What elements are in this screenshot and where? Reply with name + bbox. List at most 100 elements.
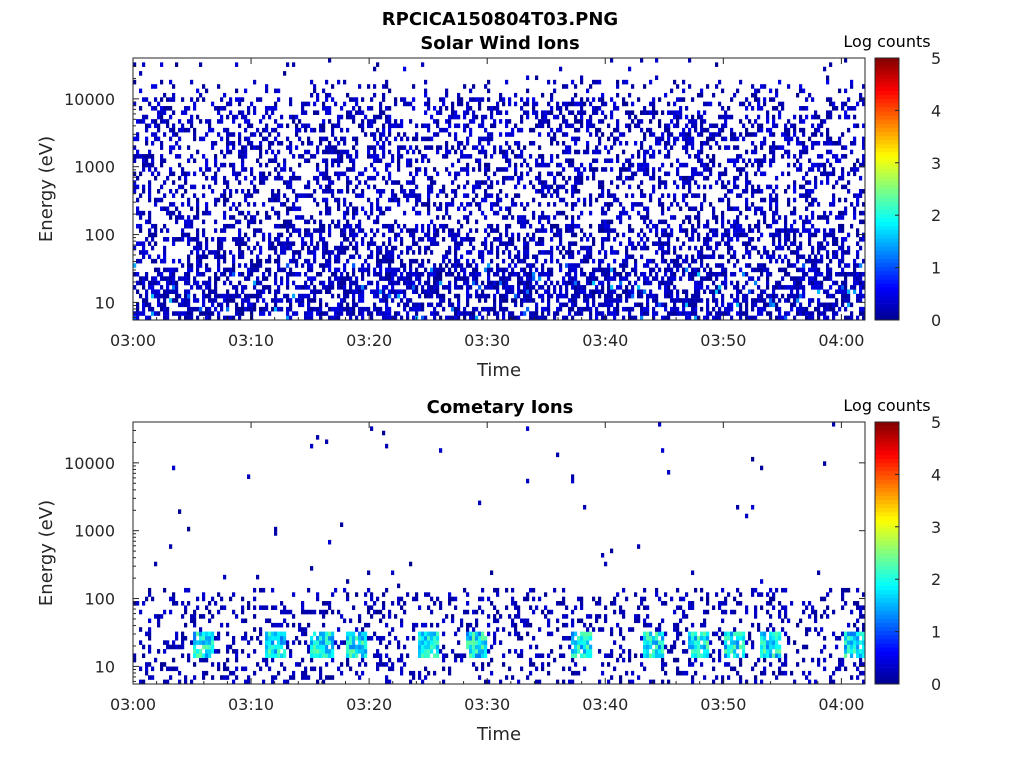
heatmap-cell <box>787 285 791 290</box>
heatmap-cell <box>676 202 680 207</box>
heatmap-cell <box>781 228 785 233</box>
heatmap-cell <box>610 250 614 255</box>
heatmap-cell <box>511 258 515 264</box>
heatmap-cell <box>541 298 545 303</box>
heatmap-cell <box>148 197 152 203</box>
heatmap-cell <box>244 276 248 281</box>
heatmap-cell <box>415 210 419 216</box>
heatmap-cell <box>790 250 794 255</box>
heatmap-cell <box>139 88 143 94</box>
heatmap-cell <box>565 250 569 255</box>
heatmap-cell <box>550 92 554 98</box>
heatmap-cell <box>505 167 509 172</box>
heatmap-cell <box>280 123 284 129</box>
heatmap-cell <box>586 306 590 312</box>
heatmap-cell <box>754 92 758 98</box>
heatmap-cell <box>487 162 491 168</box>
heatmap-cell <box>634 271 638 277</box>
heatmap-cell <box>796 280 800 286</box>
heatmap-cell <box>223 293 227 299</box>
heatmap-cell <box>787 293 791 299</box>
heatmap-cell <box>199 271 203 277</box>
heatmap-cell <box>367 215 371 220</box>
heatmap-cell <box>814 276 818 281</box>
heatmap-cell <box>667 267 671 273</box>
heatmap-cell <box>391 280 395 286</box>
heatmap-cell <box>799 140 803 146</box>
heatmap-cell <box>607 285 611 290</box>
heatmap-cell <box>316 97 320 102</box>
heatmap-cell <box>658 149 662 155</box>
heatmap-cell <box>697 215 701 220</box>
heatmap-cell <box>745 202 749 207</box>
heatmap-cell <box>247 140 251 146</box>
heatmap-cell <box>427 280 431 286</box>
heatmap-cell <box>358 84 362 89</box>
heatmap-cell <box>721 223 725 229</box>
heatmap-cell <box>202 171 206 177</box>
heatmap-cell <box>151 106 155 111</box>
heatmap-cell <box>142 245 146 251</box>
heatmap-cell <box>721 215 725 220</box>
heatmap-cell <box>787 228 791 233</box>
heatmap-cell <box>403 101 407 107</box>
heatmap-cell <box>289 232 293 238</box>
heatmap-cell <box>607 298 611 303</box>
heatmap-cell <box>571 276 575 281</box>
heatmap-cell <box>487 175 491 181</box>
heatmap-cell <box>277 241 281 246</box>
heatmap-cell <box>187 258 191 264</box>
heatmap-cell <box>274 158 278 163</box>
heatmap-cell <box>640 180 644 185</box>
heatmap-cell <box>640 193 644 198</box>
heatmap-cell <box>265 215 269 220</box>
heatmap-cell <box>688 215 692 220</box>
heatmap-cell <box>550 140 554 146</box>
heatmap-cell <box>319 171 323 177</box>
heatmap-cell <box>565 215 569 220</box>
heatmap-cell <box>307 315 311 321</box>
heatmap-cell <box>313 197 317 203</box>
heatmap-cell <box>274 245 278 251</box>
heatmap-cell <box>178 276 182 281</box>
heatmap-cell <box>538 132 542 137</box>
heatmap-cell <box>208 298 212 303</box>
heatmap-cell <box>214 171 218 177</box>
heatmap-cell <box>832 193 836 198</box>
heatmap-cell <box>745 97 749 102</box>
heatmap-cell <box>613 197 617 203</box>
heatmap-cell <box>613 298 617 303</box>
heatmap-cell <box>736 88 740 94</box>
heatmap-cell <box>178 293 182 299</box>
heatmap-cell <box>502 285 506 290</box>
heatmap-cell <box>373 136 377 142</box>
heatmap-cell <box>829 306 833 312</box>
heatmap-cell <box>343 267 347 273</box>
heatmap-cell <box>310 276 314 281</box>
heatmap-cell <box>541 193 545 198</box>
heatmap-cell <box>316 289 320 294</box>
heatmap-cell <box>148 210 152 216</box>
heatmap-cell <box>661 302 665 308</box>
heatmap-cell <box>574 298 578 303</box>
heatmap-cell <box>730 189 734 194</box>
heatmap-cell <box>301 241 305 246</box>
heatmap-cell <box>355 140 359 146</box>
heatmap-cell <box>691 193 695 198</box>
heatmap-cell <box>214 280 218 286</box>
heatmap-cell <box>754 223 758 229</box>
heatmap-cell <box>472 245 476 251</box>
heatmap-cell <box>454 315 458 321</box>
heatmap-cell <box>148 167 152 172</box>
heatmap-cell <box>214 175 218 181</box>
heatmap-cell <box>349 254 353 260</box>
heatmap-cell <box>691 167 695 172</box>
heatmap-cell <box>286 197 290 203</box>
heatmap-cell <box>715 298 719 303</box>
heatmap-cell <box>724 167 728 172</box>
heatmap-cell <box>760 311 764 316</box>
heatmap-cell <box>313 258 317 264</box>
heatmap-cell <box>760 232 764 238</box>
heatmap-cell <box>289 114 293 120</box>
heatmap-cell <box>505 241 509 246</box>
